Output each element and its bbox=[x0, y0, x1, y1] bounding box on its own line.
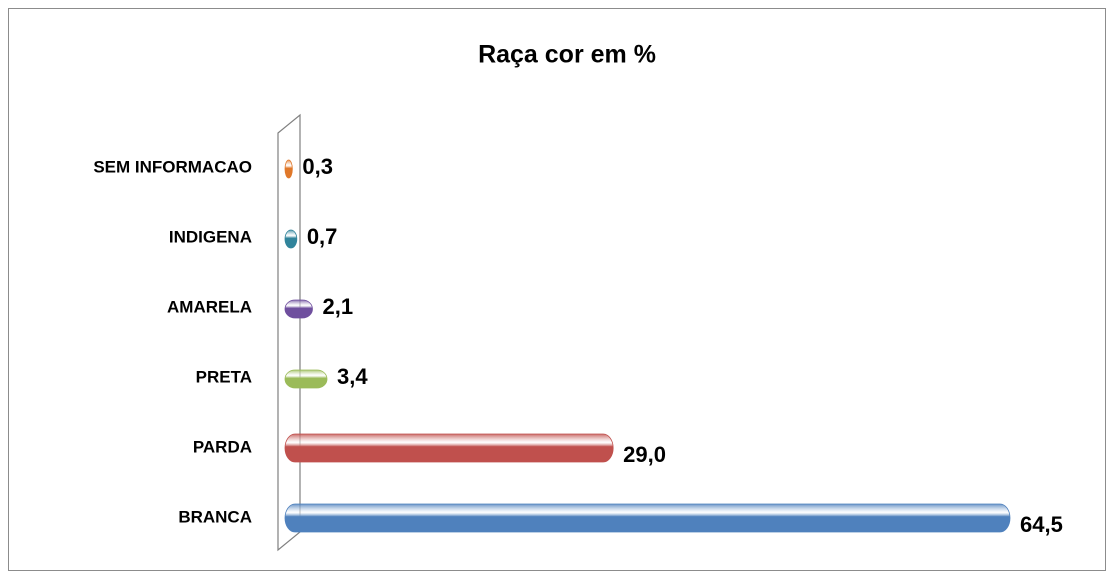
bar bbox=[284, 433, 614, 463]
data-label: 2,1 bbox=[322, 294, 353, 319]
chart-title: Raça cor em % bbox=[478, 41, 656, 69]
bar bbox=[284, 159, 293, 179]
data-label: 0,3 bbox=[302, 154, 333, 179]
bar bbox=[284, 369, 328, 389]
axis-wall bbox=[277, 113, 301, 552]
y-tick-label: BRANCA bbox=[178, 507, 252, 526]
y-tick-label: PARDA bbox=[193, 437, 252, 456]
y-tick-label: AMARELA bbox=[167, 297, 252, 316]
data-label: 0,7 bbox=[307, 224, 338, 249]
y-tick-label: SEM INFORMACAO bbox=[93, 157, 252, 176]
data-label: 64,5 bbox=[1020, 512, 1063, 537]
y-tick-label: INDIGENA bbox=[169, 227, 252, 246]
y-tick-label: PRETA bbox=[196, 367, 252, 386]
data-label: 29,0 bbox=[623, 442, 666, 467]
bar bbox=[284, 503, 1011, 533]
bar bbox=[284, 299, 313, 319]
bar bbox=[284, 229, 298, 249]
chart-border bbox=[8, 8, 1106, 571]
data-label: 3,4 bbox=[337, 364, 368, 389]
